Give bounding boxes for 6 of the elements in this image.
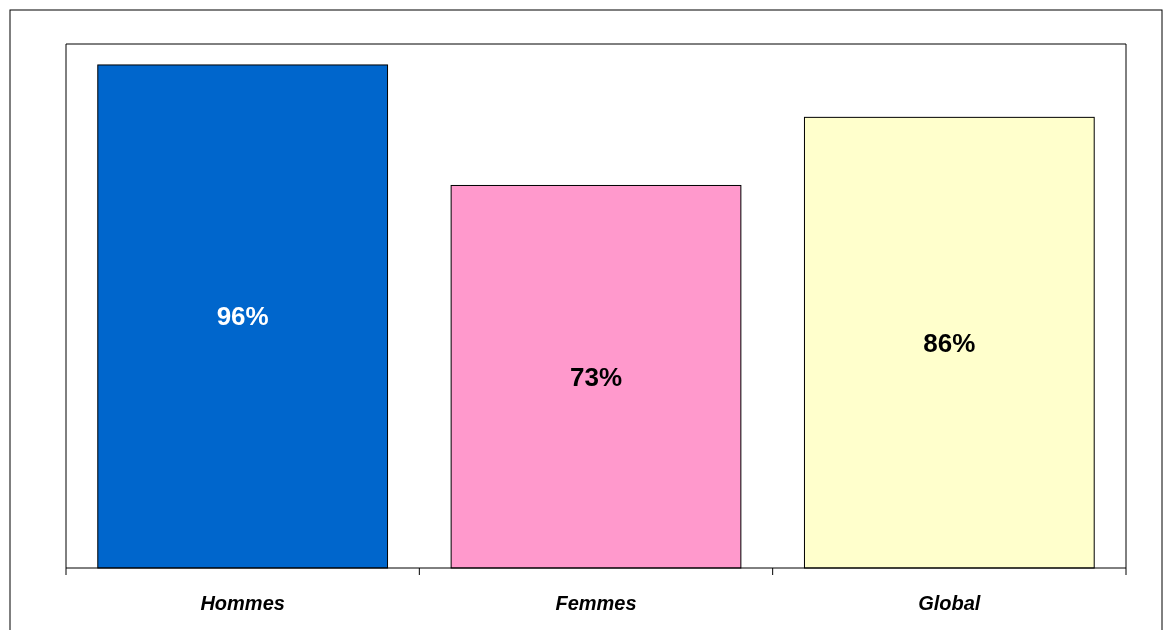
x-tick-label: Hommes: [200, 592, 285, 614]
x-tick-label: Femmes: [555, 592, 637, 614]
data-label: 86%: [923, 327, 976, 358]
x-tick-label: Global: [918, 592, 981, 614]
data-label: 73%: [569, 361, 623, 392]
data-label: 96%: [216, 301, 269, 332]
